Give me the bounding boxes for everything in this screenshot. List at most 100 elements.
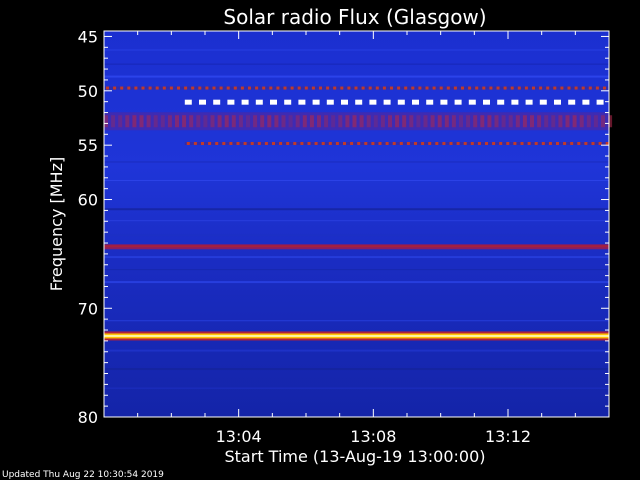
band-dot <box>250 141 254 145</box>
band-mottle-cell <box>508 115 513 128</box>
texture-line <box>104 75 609 78</box>
texture-line <box>104 281 609 284</box>
band-dot <box>591 141 595 145</box>
band-dot <box>226 86 230 90</box>
band-mottle-cell <box>572 115 577 128</box>
band-dot <box>404 86 408 90</box>
band-mottle-cell <box>196 115 201 128</box>
band-dot <box>201 141 204 145</box>
band-dot <box>588 86 592 90</box>
band-dash <box>241 99 249 105</box>
x-tick-label: 13:08 <box>350 427 396 446</box>
band-mottle-cell <box>153 115 158 128</box>
band-mottle-cell <box>593 115 598 128</box>
band-dot <box>311 86 315 90</box>
band-dot <box>335 141 339 145</box>
band-mottle-cell <box>437 115 442 128</box>
band-mottle-cell <box>217 115 222 128</box>
band-dot <box>162 86 166 90</box>
band-dot <box>470 141 474 145</box>
band-mottle-cell <box>246 115 250 128</box>
band-dot <box>506 141 510 145</box>
band-mottle-cell <box>302 115 307 128</box>
band-dash <box>539 99 547 105</box>
band-dot <box>435 141 439 145</box>
band-mottle-cell <box>487 115 492 128</box>
band-dot <box>489 86 493 90</box>
band-dot <box>392 141 396 145</box>
band-dash <box>312 99 320 105</box>
texture-line <box>104 387 609 389</box>
band-dot <box>307 141 311 145</box>
band-dot <box>432 86 436 90</box>
band-mottle-cell <box>167 115 172 128</box>
band-dot <box>499 141 503 145</box>
band-dot <box>510 86 514 90</box>
band-dot <box>120 86 124 90</box>
band-dot <box>222 141 226 145</box>
y-tick-label: 50 <box>78 82 98 101</box>
band-dot <box>357 141 361 145</box>
band-dash <box>255 99 263 105</box>
band-dot <box>350 141 354 145</box>
band-dot <box>127 86 131 90</box>
band-mottle-cell <box>423 115 428 128</box>
band-dot <box>382 86 386 90</box>
band-dot <box>496 86 500 90</box>
band-dot <box>492 141 496 145</box>
band-mottle-cell <box>345 115 350 128</box>
band-mottle-cell <box>409 115 414 128</box>
texture-line <box>104 295 609 297</box>
band-dash <box>440 99 448 105</box>
band-mottle-cell <box>451 115 456 128</box>
band-dot <box>219 86 223 90</box>
band-dot <box>595 86 599 90</box>
band-mottle-cell <box>317 115 321 128</box>
band-dash <box>497 99 505 105</box>
band-dot <box>603 86 606 90</box>
plot-frame <box>103 30 610 418</box>
band-mottle-cell <box>551 115 556 128</box>
band-mottle-cell <box>125 115 130 128</box>
band-dot <box>184 86 188 90</box>
band-dot <box>191 86 195 90</box>
band-mottle-cell <box>416 115 421 128</box>
band-dot <box>321 141 325 145</box>
band-dot <box>399 141 403 145</box>
band-mottle-cell <box>324 115 329 128</box>
band-mottle-cell <box>331 115 336 128</box>
band-dot <box>418 86 422 90</box>
band-dot <box>468 86 472 90</box>
band-dot <box>272 141 275 145</box>
band-dot <box>520 141 524 145</box>
band-mottle-cell <box>288 115 293 128</box>
band-dash <box>568 99 576 105</box>
band-dot <box>212 86 216 90</box>
band-dot <box>524 86 528 90</box>
band-dot <box>276 86 280 90</box>
band-dash <box>369 99 377 105</box>
band-mottle-cell <box>352 115 357 128</box>
y-axis: 45 50 55 60 70 80 <box>78 27 609 427</box>
band-dot <box>517 86 521 90</box>
band-dot <box>605 141 609 145</box>
band-mottle-cell <box>395 115 400 128</box>
band-dot <box>385 141 389 145</box>
band-dash <box>383 99 391 105</box>
band-dash <box>227 99 235 105</box>
band-dot <box>286 141 290 145</box>
band-dot <box>577 141 581 145</box>
texture-line <box>104 256 609 259</box>
band-mottle-cell <box>558 115 563 128</box>
band-mottle-cell <box>104 115 108 128</box>
band-dot <box>283 86 287 90</box>
band-dot <box>449 141 453 145</box>
band-mottle-cell <box>601 115 605 128</box>
band-dot <box>205 86 209 90</box>
band-dot <box>375 86 379 90</box>
band-dot <box>482 86 486 90</box>
band-mottle-cell <box>231 115 236 128</box>
y-tick-label: 80 <box>78 408 98 427</box>
band-dot <box>414 141 417 145</box>
band-dot <box>534 141 538 145</box>
